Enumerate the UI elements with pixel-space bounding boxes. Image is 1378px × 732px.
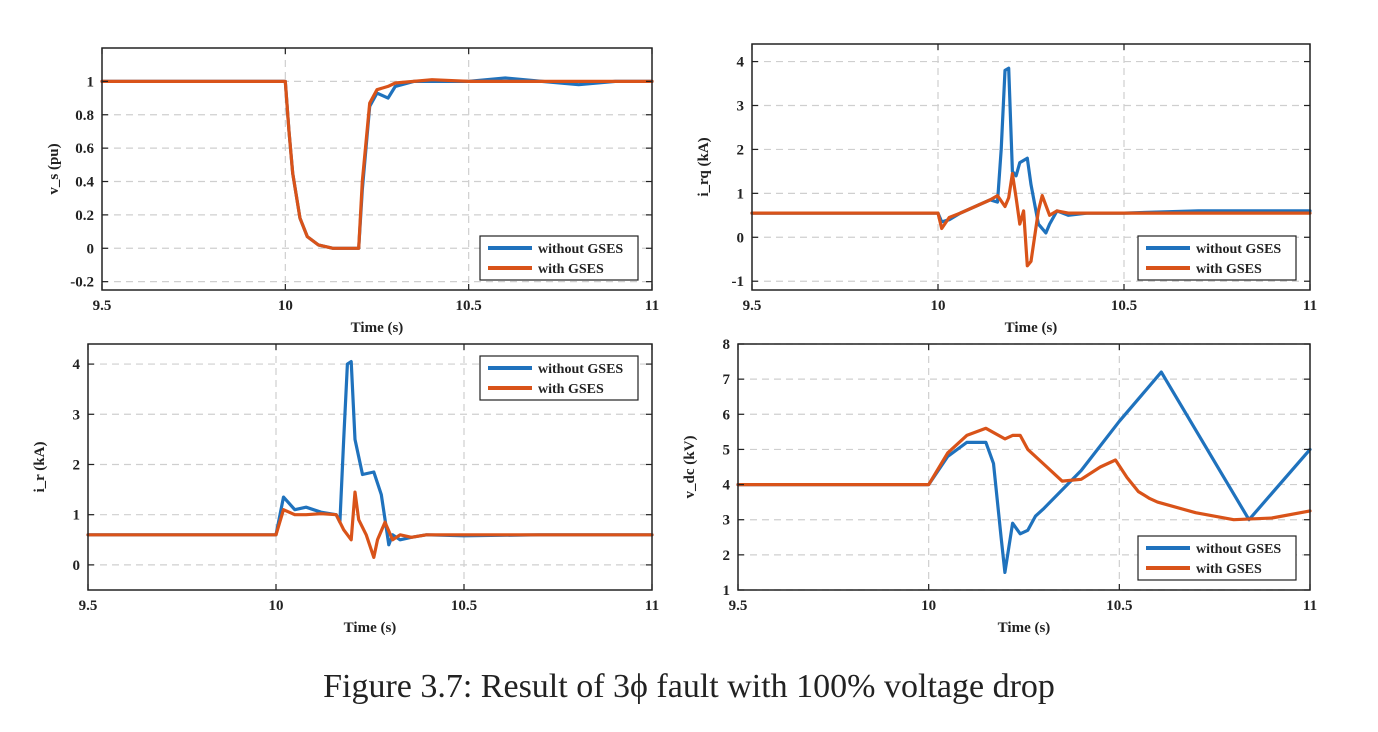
- x-tick-label: 9.5: [93, 298, 112, 314]
- x-tick-label: 10.5: [1106, 598, 1132, 614]
- legend-box: [1137, 235, 1297, 281]
- x-tick-label: 10.5: [1111, 298, 1137, 314]
- y-tick-label: 6: [723, 407, 731, 423]
- x-tick-label: 10: [931, 298, 946, 314]
- legend-label: without GSES: [538, 242, 623, 257]
- y-axis-label: v_dc (kV): [682, 436, 698, 499]
- y-tick-label: 4: [73, 357, 81, 373]
- legend-label: with GSES: [538, 262, 604, 277]
- y-tick-label: 0: [87, 241, 95, 257]
- x-tick-label: 11: [645, 298, 659, 314]
- y-tick-label: 4: [737, 55, 745, 71]
- legend-box: [479, 235, 639, 281]
- y-tick-label: 0: [737, 230, 745, 246]
- x-axis-label: Time (s): [1005, 320, 1058, 336]
- series-line-with-gses: [736, 426, 1312, 522]
- x-tick-label: 10: [921, 598, 936, 614]
- y-tick-label: 2: [737, 142, 745, 158]
- legend: without GSES with GSES: [479, 235, 639, 281]
- x-tick-label: 11: [1303, 298, 1317, 314]
- x-tick-label: 11: [645, 598, 659, 614]
- y-tick-label: 0.4: [75, 175, 94, 191]
- legend-label: with GSES: [1196, 562, 1262, 577]
- x-tick-label: 10: [278, 298, 293, 314]
- y-tick-label: 1: [87, 74, 95, 90]
- x-axis-label: Time (s): [998, 620, 1051, 636]
- y-axis-label: v_s (pu): [46, 143, 62, 194]
- y-tick-label: 1: [737, 186, 745, 202]
- legend-label: without GSES: [1196, 542, 1281, 557]
- y-tick-label: 0.6: [75, 141, 94, 157]
- y-tick-label: 5: [723, 442, 731, 458]
- y-tick-label: 4: [723, 478, 731, 494]
- x-tick-label: 10.5: [451, 598, 477, 614]
- x-tick-label: 9.5: [79, 598, 98, 614]
- y-tick-label: 3: [737, 99, 745, 115]
- panel-2: 9.5 10 10.5 11 -1 0 1 2 3 4 Time (s) i_rq (kA) witho…: [696, 43, 1317, 336]
- x-tick-label: 9.5: [729, 598, 748, 614]
- series-line-with-gses: [100, 78, 654, 250]
- y-axis-label: i_rq (kA): [696, 137, 712, 196]
- legend-label: with GSES: [538, 382, 604, 397]
- series-line-with-gses: [86, 490, 654, 559]
- axes-frame: [101, 47, 653, 291]
- legend: without GSES with GSES: [479, 355, 639, 401]
- legend-box: [1137, 535, 1297, 581]
- axes-frame: [751, 43, 1311, 291]
- x-tick-label: 9.5: [743, 298, 762, 314]
- legend-label: without GSES: [1196, 242, 1281, 257]
- legend-box: [479, 355, 639, 401]
- legend: without GSES with GSES: [1137, 535, 1297, 581]
- y-tick-label: 3: [73, 407, 81, 423]
- y-tick-label: 3: [723, 513, 731, 529]
- y-tick-label: 1: [723, 583, 731, 599]
- panel-3: 9.5 10 10.5 11 0 1 2 3 4 Time (s) i_r (kA) without …: [32, 343, 659, 636]
- y-tick-label: 1: [73, 508, 81, 524]
- y-tick-label: 0.2: [75, 208, 94, 224]
- series-line-with-gses: [750, 172, 1312, 268]
- series-line-without-gses: [736, 370, 1312, 574]
- x-tick-label: 10.5: [456, 298, 482, 314]
- axes-frame: [87, 343, 653, 591]
- y-tick-label: 7: [723, 372, 731, 388]
- axes-frame: [737, 343, 1311, 591]
- x-axis-label: Time (s): [344, 620, 397, 636]
- legend-label: with GSES: [1196, 262, 1262, 277]
- y-tick-label: 0: [73, 558, 81, 574]
- x-tick-label: 11: [1303, 598, 1317, 614]
- y-tick-label: 0.8: [75, 108, 94, 124]
- y-tick-label: -1: [732, 274, 745, 290]
- legend: without GSES with GSES: [1137, 235, 1297, 281]
- panel-1: 9.5 10 10.5 11 -0.2 0 0.2 0.4 0.6 0.8 1 Time (s) v_s…: [46, 47, 659, 336]
- legend-label: without GSES: [538, 362, 623, 377]
- y-tick-label: 2: [723, 548, 731, 564]
- x-tick-label: 10: [269, 598, 284, 614]
- y-axis-label: i_r (kA): [32, 442, 48, 493]
- y-tick-label: 2: [73, 457, 81, 473]
- y-tick-label: 8: [723, 337, 731, 353]
- y-tick-label: -0.2: [70, 275, 94, 291]
- figure-caption: Figure 3.7: Result of 3ϕ fault with 100%…: [323, 668, 1055, 705]
- x-axis-label: Time (s): [351, 320, 404, 336]
